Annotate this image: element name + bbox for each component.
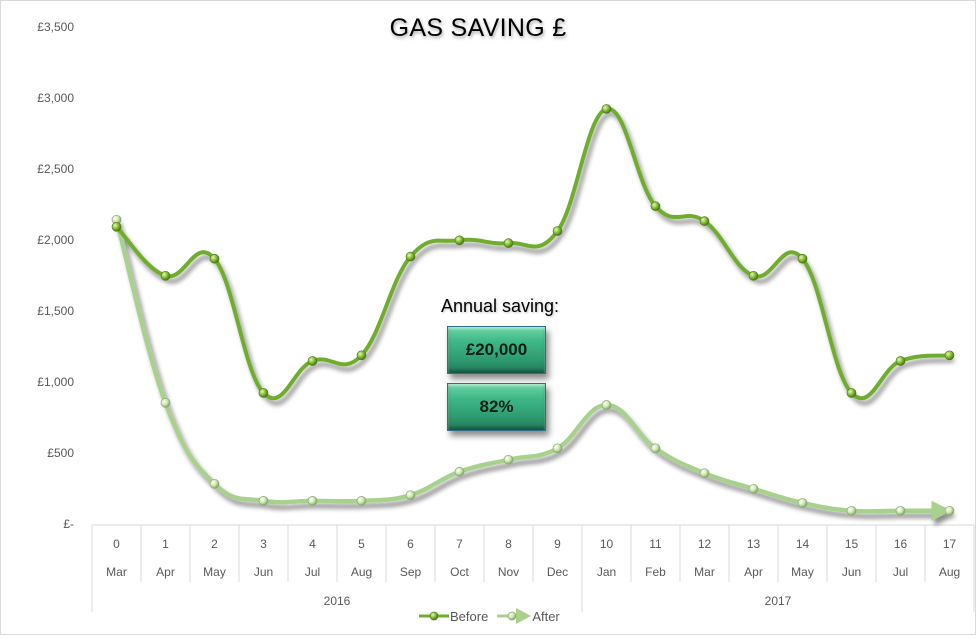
x-tick-index: 16 [893, 537, 908, 551]
data-point-before[interactable] [503, 238, 514, 248]
x-tick-index: 2 [211, 537, 218, 551]
data-point-before[interactable] [748, 270, 759, 281]
data-point-after[interactable] [160, 398, 171, 408]
data-point-after[interactable] [503, 454, 514, 465]
x-tick-month: May [791, 565, 814, 579]
x-tick-index: 9 [554, 537, 561, 551]
data-point-before[interactable] [846, 388, 857, 398]
x-tick-index: 4 [309, 537, 316, 551]
data-point-after[interactable] [944, 505, 955, 516]
x-tick-index: 12 [697, 537, 712, 551]
x-tick-index: 6 [407, 537, 414, 551]
y-tick-label: £1,000 [37, 375, 74, 389]
data-point-before[interactable] [160, 270, 171, 281]
data-point-before[interactable] [405, 251, 416, 262]
x-tick-month: Apr [744, 565, 763, 579]
data-point-before[interactable] [258, 388, 269, 398]
data-point-after[interactable] [405, 490, 416, 501]
x-tick-month: Aug [938, 565, 961, 579]
legend-item-before: Before [418, 609, 488, 624]
data-point-after[interactable] [356, 496, 367, 506]
data-point-after[interactable] [895, 505, 906, 516]
chart-title: GAS SAVING £ [389, 14, 567, 42]
data-point-before[interactable] [111, 221, 122, 232]
data-point-before[interactable] [209, 253, 220, 264]
x-tick-month: Feb [645, 565, 666, 579]
data-point-after[interactable] [454, 466, 465, 477]
x-tick-index: 3 [260, 537, 267, 551]
x-axis [91, 524, 975, 612]
x-tick-month: Aug [350, 565, 373, 579]
y-tick-label: £3,000 [37, 91, 74, 105]
data-point-before[interactable] [601, 104, 612, 114]
x-tick-index: 5 [358, 537, 365, 551]
y-tick-label: £- [63, 517, 74, 531]
x-tick-month: Jan [596, 565, 617, 579]
x-tick-index: 8 [505, 537, 512, 551]
x-tick-index: 10 [599, 537, 614, 551]
data-point-before[interactable] [650, 201, 661, 212]
data-point-after[interactable] [307, 496, 318, 506]
x-tick-month: Jul [892, 565, 909, 579]
data-point-after[interactable] [258, 496, 269, 506]
annual-saving-percent-box: 82% [447, 383, 546, 431]
data-point-after[interactable] [601, 400, 612, 410]
series-line-before [114, 106, 952, 401]
data-point-before[interactable] [454, 235, 465, 246]
x-tick-month: Apr [156, 565, 175, 579]
data-point-before[interactable] [356, 350, 367, 361]
x-year-label: 2016 [323, 594, 351, 608]
x-tick-index: 13 [746, 537, 761, 551]
y-tick-label: £2,000 [37, 233, 74, 247]
data-point-after[interactable] [552, 443, 563, 454]
x-tick-month: May [203, 565, 226, 579]
x-tick-index: 15 [844, 537, 859, 551]
x-tick-index: 1 [162, 537, 169, 551]
after-line-arrow-marker-icon [497, 608, 532, 624]
x-year-label: 2017 [764, 594, 792, 608]
x-tick-month: Oct [450, 565, 469, 579]
chart-legend: Before After [418, 607, 568, 625]
data-point-after[interactable] [209, 478, 220, 489]
x-tick-index: 11 [649, 537, 662, 551]
legend-label-after: After [532, 608, 560, 624]
annual-saving-amount-box: £20,000 [447, 326, 546, 374]
data-point-before[interactable] [895, 356, 906, 366]
data-point-after[interactable] [846, 505, 857, 516]
x-tick-index: 7 [456, 537, 463, 551]
before-line-marker-icon [419, 611, 449, 621]
after-arrow-head-icon [931, 500, 952, 521]
y-tick-label: £1,500 [37, 304, 74, 318]
x-tick-index: 14 [795, 537, 810, 551]
legend-label-before: Before [450, 608, 489, 624]
data-point-before[interactable] [552, 226, 563, 236]
x-tick-month: Sep [399, 565, 422, 579]
x-tick-index: 0 [113, 537, 120, 551]
x-tick-month: Jun [253, 565, 274, 579]
x-tick-month: Jul [304, 565, 321, 579]
data-point-before[interactable] [944, 350, 955, 361]
y-tick-label: £3,500 [37, 20, 74, 34]
annual-saving-label: Annual saving: [440, 296, 560, 316]
legend-item-after: After [496, 607, 560, 625]
x-tick-month: Mar [106, 565, 127, 579]
y-tick-label: £2,500 [37, 162, 74, 176]
data-point-after[interactable] [650, 443, 661, 454]
y-tick-label: £500 [47, 446, 74, 460]
data-point-before[interactable] [797, 253, 808, 264]
data-point-before[interactable] [307, 356, 318, 366]
data-point-after[interactable] [699, 468, 710, 479]
x-tick-index: 17 [942, 537, 957, 551]
x-tick-month: Nov [497, 565, 520, 579]
x-tick-month: Dec [546, 565, 569, 579]
data-point-after[interactable] [748, 483, 759, 494]
x-tick-month: Mar [694, 565, 715, 579]
data-point-before[interactable] [699, 216, 710, 226]
data-point-after[interactable] [797, 498, 808, 508]
x-tick-month: Jun [841, 565, 862, 579]
